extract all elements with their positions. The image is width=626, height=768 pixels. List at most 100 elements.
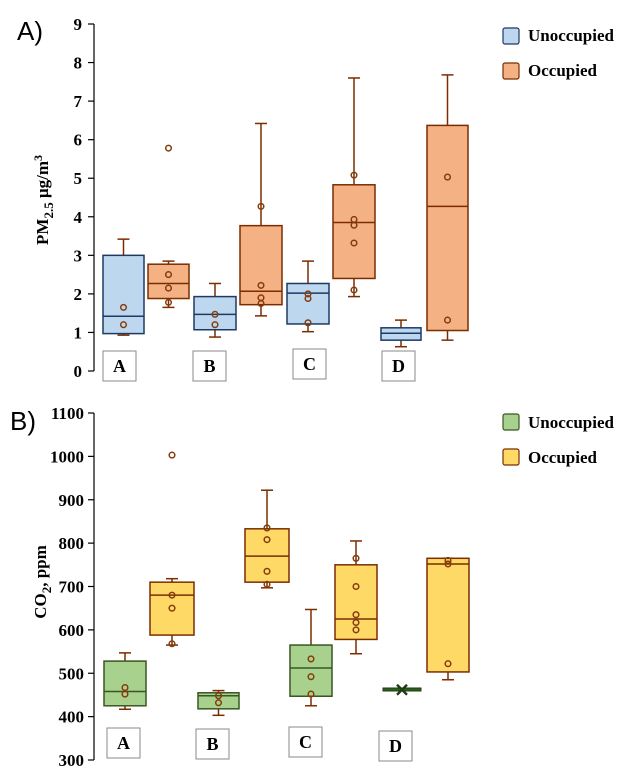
y-tick-label: 7 [74,92,83,111]
data-point [257,202,265,210]
y-tick-label: 700 [59,578,85,597]
box-body [289,644,333,697]
site-label-text: A [113,356,126,376]
mean-marker [396,683,408,696]
data-point [164,144,173,152]
data-point [307,690,315,698]
y-tick-label: 5 [74,169,83,188]
y-tick-label: 8 [74,54,83,73]
box-d-unoccupied [382,683,422,696]
data-point [257,299,265,308]
data-point [119,321,128,329]
data-point [444,560,452,568]
legend-label-unoccupied: Unoccupied [528,413,615,432]
data-point [352,611,360,619]
data-point [263,536,271,544]
y-tick-label: 0 [74,362,83,381]
data-point [307,673,315,681]
data-point [263,524,271,532]
site-label-c: C [292,348,327,380]
y-tick-label: 900 [59,491,85,510]
box-c-unoccupied [289,608,333,707]
site-label-box [288,726,323,758]
box-body [149,581,195,636]
data-point [214,692,223,700]
site-label-text: C [303,354,316,374]
box-c-occupied [332,77,376,298]
site-label-d: D [381,350,416,382]
box-body [286,282,330,325]
legend-swatch-unoccupied [502,413,520,431]
site-label-box [378,730,413,762]
box-a-occupied [147,144,190,309]
y-tick-label: 1000 [50,447,84,466]
data-point [304,319,312,327]
data-point [119,303,128,311]
box-a-unoccupied [103,652,147,711]
legend-label-occupied: Occupied [528,61,597,80]
data-point [307,655,315,663]
data-point [350,239,358,247]
data-point [350,286,358,294]
box-body [426,557,470,673]
site-label-text: B [203,356,215,376]
y-tick-label: 2 [74,285,83,304]
box-body [332,184,376,280]
chart-panel-b: B) 300 400 500 600 700 800 900 1000 1100 CO2, ppm U… [10,404,615,768]
data-point [350,171,358,179]
data-point [211,310,219,318]
panel-label: B) [10,406,36,436]
data-point [350,221,358,229]
box-body [380,327,422,341]
data-point [352,618,360,627]
y-axis-title: PM2.5 μg/m3 [31,155,56,245]
site-label-d: D [378,730,413,762]
data-point [168,591,176,599]
box-b-occupied [239,122,283,317]
data-point [168,640,176,648]
box-d-occupied [426,556,470,681]
legend-swatch-occupied [502,448,520,466]
y-tick-label: 9 [74,15,83,34]
box-body [193,295,237,331]
site-label-box [102,350,137,382]
data-point [164,271,173,279]
box-d-occupied [426,74,469,341]
box-a-unoccupied [102,238,145,336]
site-label-text: C [299,732,312,752]
data-point [214,699,223,707]
box-body [334,564,378,641]
data-point [257,281,265,289]
data-point [164,298,173,306]
site-label-text: B [206,734,218,754]
box-d-unoccupied [380,319,422,348]
site-label-box [106,727,141,759]
site-label-b: B [192,350,227,382]
site-label-text: D [392,356,405,376]
legend-label-unoccupied: Unoccupied [528,26,615,45]
y-tick-label: 500 [59,664,85,683]
box-a-occupied [149,451,195,648]
data-point [121,684,129,692]
data-point [263,580,271,588]
y-tick-label: 3 [74,246,83,265]
site-label-box [381,350,416,382]
data-point [164,284,173,292]
legend-swatch-unoccupied [502,27,520,45]
y-tick-label: 1 [74,323,83,342]
site-label-box [292,348,327,380]
data-point [211,321,219,329]
box-b-unoccupied [197,689,240,717]
data-point [443,173,452,181]
data-point [352,626,360,634]
box-c-occupied [334,540,378,655]
box-b-occupied [244,489,290,589]
box-body [426,124,469,332]
y-tick-label: 600 [59,621,85,640]
data-point [168,451,176,459]
site-label-text: A [117,733,130,753]
site-label-a: A [102,350,137,382]
legend-swatch-occupied [502,62,520,80]
legend-label-occupied: Occupied [528,448,597,467]
site-label-text: D [389,736,402,756]
